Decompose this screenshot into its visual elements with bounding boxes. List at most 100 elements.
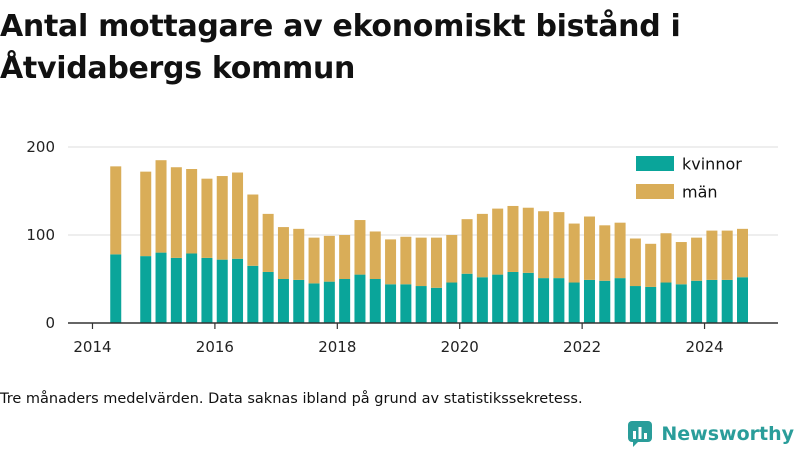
x-tick-label: 2022 xyxy=(563,338,601,356)
bar-man xyxy=(629,238,641,287)
bar-man xyxy=(110,166,122,255)
brand-name: Newsworthy xyxy=(661,423,794,445)
newsworthy-logo-icon xyxy=(628,421,653,447)
bars xyxy=(110,160,748,323)
x-tick-label: 2024 xyxy=(685,338,723,356)
bar-kvinnor xyxy=(385,284,397,323)
chart-title: Antal mottagare av ekonomiskt bistånd i … xyxy=(0,9,681,86)
bar-kvinnor xyxy=(660,282,672,323)
bar-kvinnor xyxy=(629,286,641,323)
bar-man xyxy=(232,172,244,259)
bar-kvinnor xyxy=(262,271,274,323)
bar-man xyxy=(201,178,213,258)
bar-man xyxy=(675,242,687,285)
legend-swatch-man xyxy=(636,184,674,199)
bar-kvinnor xyxy=(446,282,458,323)
bar-kvinnor xyxy=(476,277,488,323)
bar-kvinnor xyxy=(522,272,534,323)
legend-label-kvinnor: kvinnor xyxy=(682,155,742,174)
bar-kvinnor xyxy=(201,257,213,323)
chart: 0 100 200 2014 2016 2018 2020 2022 2024 kvinnor m… xyxy=(26,138,778,356)
bar-kvinnor xyxy=(232,258,244,323)
bar-kvinnor xyxy=(721,279,733,323)
bar-man xyxy=(339,235,351,279)
y-tick-label: 200 xyxy=(26,138,55,156)
bar-man xyxy=(446,235,458,283)
bar-man xyxy=(354,220,366,275)
bar-kvinnor xyxy=(492,274,504,323)
bar-man xyxy=(737,228,748,278)
bar-man xyxy=(492,208,504,275)
bar-kvinnor xyxy=(461,273,473,323)
bar-man xyxy=(614,222,626,279)
bar-kvinnor xyxy=(323,281,335,323)
bar-kvinnor xyxy=(737,277,748,323)
bar-man xyxy=(400,236,412,285)
bar-man xyxy=(385,239,397,285)
bar-man xyxy=(645,243,657,287)
bar-man xyxy=(553,212,565,279)
bar-man xyxy=(507,205,519,272)
bar-kvinnor xyxy=(568,282,580,323)
bar-man xyxy=(308,237,320,284)
brand: Newsworthy xyxy=(627,419,794,449)
bar-man xyxy=(522,207,534,273)
legend: kvinnor män xyxy=(636,155,742,202)
bar-man xyxy=(293,228,305,280)
bar-man xyxy=(170,167,182,258)
bar-man xyxy=(461,219,473,274)
bar-kvinnor xyxy=(507,271,519,323)
bar-kvinnor xyxy=(155,252,167,323)
bar-kvinnor xyxy=(553,278,565,323)
bar-man xyxy=(140,171,152,257)
bar-man xyxy=(277,227,289,279)
bar-kvinnor xyxy=(369,279,381,323)
y-tick-label: 100 xyxy=(26,226,55,244)
bar-kvinnor xyxy=(339,279,351,323)
bar-kvinnor xyxy=(599,280,611,323)
bar-kvinnor xyxy=(430,287,442,323)
bar-kvinnor xyxy=(675,284,687,323)
bar-man xyxy=(247,194,259,266)
bar-man xyxy=(262,213,274,272)
bar-kvinnor xyxy=(293,279,305,323)
bar-kvinnor xyxy=(691,280,703,323)
bar-man xyxy=(430,237,442,288)
x-tick-label: 2014 xyxy=(73,338,111,356)
legend-swatch-kvinnor xyxy=(636,156,674,171)
bar-man xyxy=(323,235,335,282)
bar-kvinnor xyxy=(110,254,122,323)
bar-kvinnor xyxy=(645,286,657,323)
bar-man xyxy=(186,169,198,254)
bar-man xyxy=(583,216,595,280)
y-tick-label: 0 xyxy=(45,314,55,332)
bar-kvinnor xyxy=(354,274,366,323)
bar-kvinnor xyxy=(186,253,198,323)
bar-kvinnor xyxy=(614,278,626,323)
x-tick-label: 2020 xyxy=(441,338,479,356)
axes: 0 100 200 2014 2016 2018 2020 2022 2024 xyxy=(26,138,778,356)
bar-man xyxy=(568,223,580,283)
bar-man xyxy=(691,237,703,281)
bar-kvinnor xyxy=(538,278,550,323)
bar-kvinnor xyxy=(140,256,152,323)
caption: Tre månaders medelvärden. Data saknas ib… xyxy=(0,391,583,407)
bar-kvinnor xyxy=(170,257,182,323)
bar-man xyxy=(599,225,611,281)
bar-kvinnor xyxy=(583,279,595,323)
bar-man xyxy=(538,211,550,279)
legend-label-man: män xyxy=(682,183,718,202)
bar-kvinnor xyxy=(308,283,320,323)
bar-man xyxy=(415,237,427,287)
bar-man xyxy=(155,160,167,253)
bar-kvinnor xyxy=(706,279,718,323)
bar-kvinnor xyxy=(216,259,228,323)
x-tick-label: 2018 xyxy=(318,338,356,356)
bar-kvinnor xyxy=(247,265,259,323)
bar-man xyxy=(660,233,672,283)
bar-man xyxy=(369,231,381,279)
bar-man xyxy=(721,230,733,280)
bar-man xyxy=(706,230,718,280)
x-tick-label: 2016 xyxy=(196,338,234,356)
bar-kvinnor xyxy=(415,286,427,323)
